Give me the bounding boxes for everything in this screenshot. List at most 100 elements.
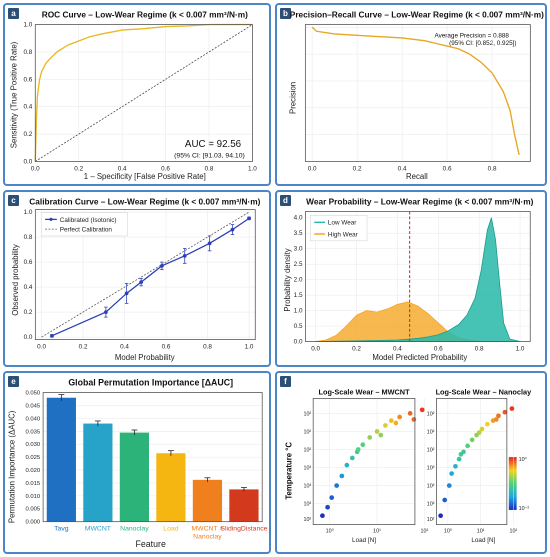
importance-category-label: MWCNT × [191,525,223,532]
importance-axes [42,392,263,523]
pr-axes [304,24,531,162]
calib-legend-perfect: Perfect Calibration [60,227,113,234]
wear-scatter-point [383,423,388,428]
lw-sub1-xlabel: Load [N] [352,537,376,544]
wear-scatter-point [355,447,361,452]
lw-cbar-bottom: 10⁻² [519,506,530,512]
wear-xlabel: Model Predicted Probability [372,353,467,362]
importance-category-label: Load [163,525,178,532]
log-scatter-axes [436,398,508,526]
imp-xlabel: Feature [136,539,166,549]
wear-scatter-point [320,513,325,519]
wear-ytick: 1.0 [294,308,303,315]
wear-scatter-point [438,513,443,519]
calib-point [104,310,108,314]
pr-xtick: 0.8 [488,165,497,172]
log-ytick: 10² [303,517,311,523]
pr-curve [311,26,520,155]
wear-scatter-point [442,497,448,503]
calib-point [207,241,212,246]
importance-ytick: 0.040 [25,416,40,422]
roc-curve [34,23,253,162]
calib-point [124,291,129,296]
calib-xtick: 0.6 [162,343,171,350]
log-xtick: 10² [421,528,429,534]
roc-xtick: 0.4 [118,165,127,172]
log-ytick: 10² [303,429,311,435]
calib-point [50,333,54,338]
importance-ytick: 0.000 [25,520,40,526]
panel-roc: a ROC Curve – Low-Wear Regime (k < 0.007… [3,3,271,186]
roc-xtick: 0.2 [74,165,83,172]
importance-bar [192,479,223,522]
importance-bar [229,489,259,522]
log-ytick: 10² [303,411,311,417]
roc-ytick: 0.6 [24,76,33,83]
wear-legend-low: Low Wear [328,220,356,227]
wear-xtick: 0.2 [352,345,361,352]
roc-axes [34,24,253,162]
wear-xtick: 1.0 [516,345,525,352]
calib-title: Calibration Curve – Low-Wear Regime (k <… [29,197,260,207]
importance-category-label: Tavg [54,525,69,532]
importance-ytick: 0.010 [25,494,40,500]
wear-legend-high: High Wear [328,231,358,238]
log-xtick: 10¹ [373,528,381,534]
wear-ytick: 3.0 [294,246,303,253]
log-ytick: 10² [427,517,435,523]
calib-xtick: 0.8 [203,343,212,350]
panel-label-a: a [8,8,19,19]
panel-label-e: e [8,376,19,387]
roc-xtick: 0.8 [205,165,214,172]
calib-point [139,280,144,284]
lw-sub2-xlabel: Load [N] [471,537,495,544]
panel-calibration: c Calibration Curve – Low-Wear Regime (k… [3,190,271,367]
importance-category-label: SlidingDistance [220,525,267,532]
wear-ytick: 0.0 [294,338,303,345]
roc-ytick: 1.0 [24,22,33,29]
wear-ylabel: Probability density [283,248,292,311]
lw-sub2-title: Log-Scale Wear – Nanoclay [436,388,532,397]
imp-title: Global Permutation Importance [ΔAUC] [68,378,233,388]
wear-ytick: 4.0 [294,215,303,222]
log-scatter-axes [312,398,416,526]
calib-point [230,227,235,232]
log-ytick: 10² [427,429,435,435]
calib-ytick: 0.0 [24,334,33,341]
importance-ytick: 0.015 [25,481,40,487]
log-ytick: 10² [303,447,311,453]
wear-xtick: 0.6 [434,345,443,352]
importance-bar [156,453,186,522]
pr-xtick: 0.2 [353,165,362,172]
calib-axes [34,209,256,340]
low-wear-density [315,217,521,342]
calib-perfect-line [41,211,250,338]
importance-category-label: Nanoclay [120,525,149,532]
wear-scatter-point [367,435,373,440]
wear-scatter-point [393,420,399,426]
roc-ytick: 0.2 [24,131,33,138]
wear-scatter-point [449,471,454,476]
wear-ytick: 1.5 [294,292,303,299]
importance-bar [83,423,113,522]
panel-log-scale-wear: f Temperature °C Log-Scale Wear – MWCNT … [275,371,547,554]
calib-ytick: 1.0 [24,209,33,216]
panel-label-b: b [280,8,291,19]
wear-title: Wear Probability – Low-Wear Regime (k < … [306,197,533,207]
calib-ytick: 0.4 [24,284,33,291]
wear-scatter-point [479,426,485,432]
panel-wear-probability: d Wear Probability – Low-Wear Regime (k … [275,190,547,367]
log-wear-chart: Temperature °C Log-Scale Wear – MWCNT Lo… [285,388,532,545]
calib-legend-isotonic: Calibrated (Isotonic) [60,217,117,224]
log-xtick: 10⁰ [444,527,452,534]
panel-label-d: d [280,195,291,206]
importance-ytick: 0.005 [25,507,40,513]
importance-ytick: 0.030 [25,442,40,448]
calib-xtick: 0.0 [37,343,46,350]
log-ytick: 10³ [303,484,311,490]
pr-ylabel: Precision [289,82,298,114]
wear-scatter-point [360,442,366,448]
wear-axes [305,211,531,342]
lw-ylabel: Temperature °C [285,442,294,500]
calib-ytick: 0.2 [24,309,33,316]
